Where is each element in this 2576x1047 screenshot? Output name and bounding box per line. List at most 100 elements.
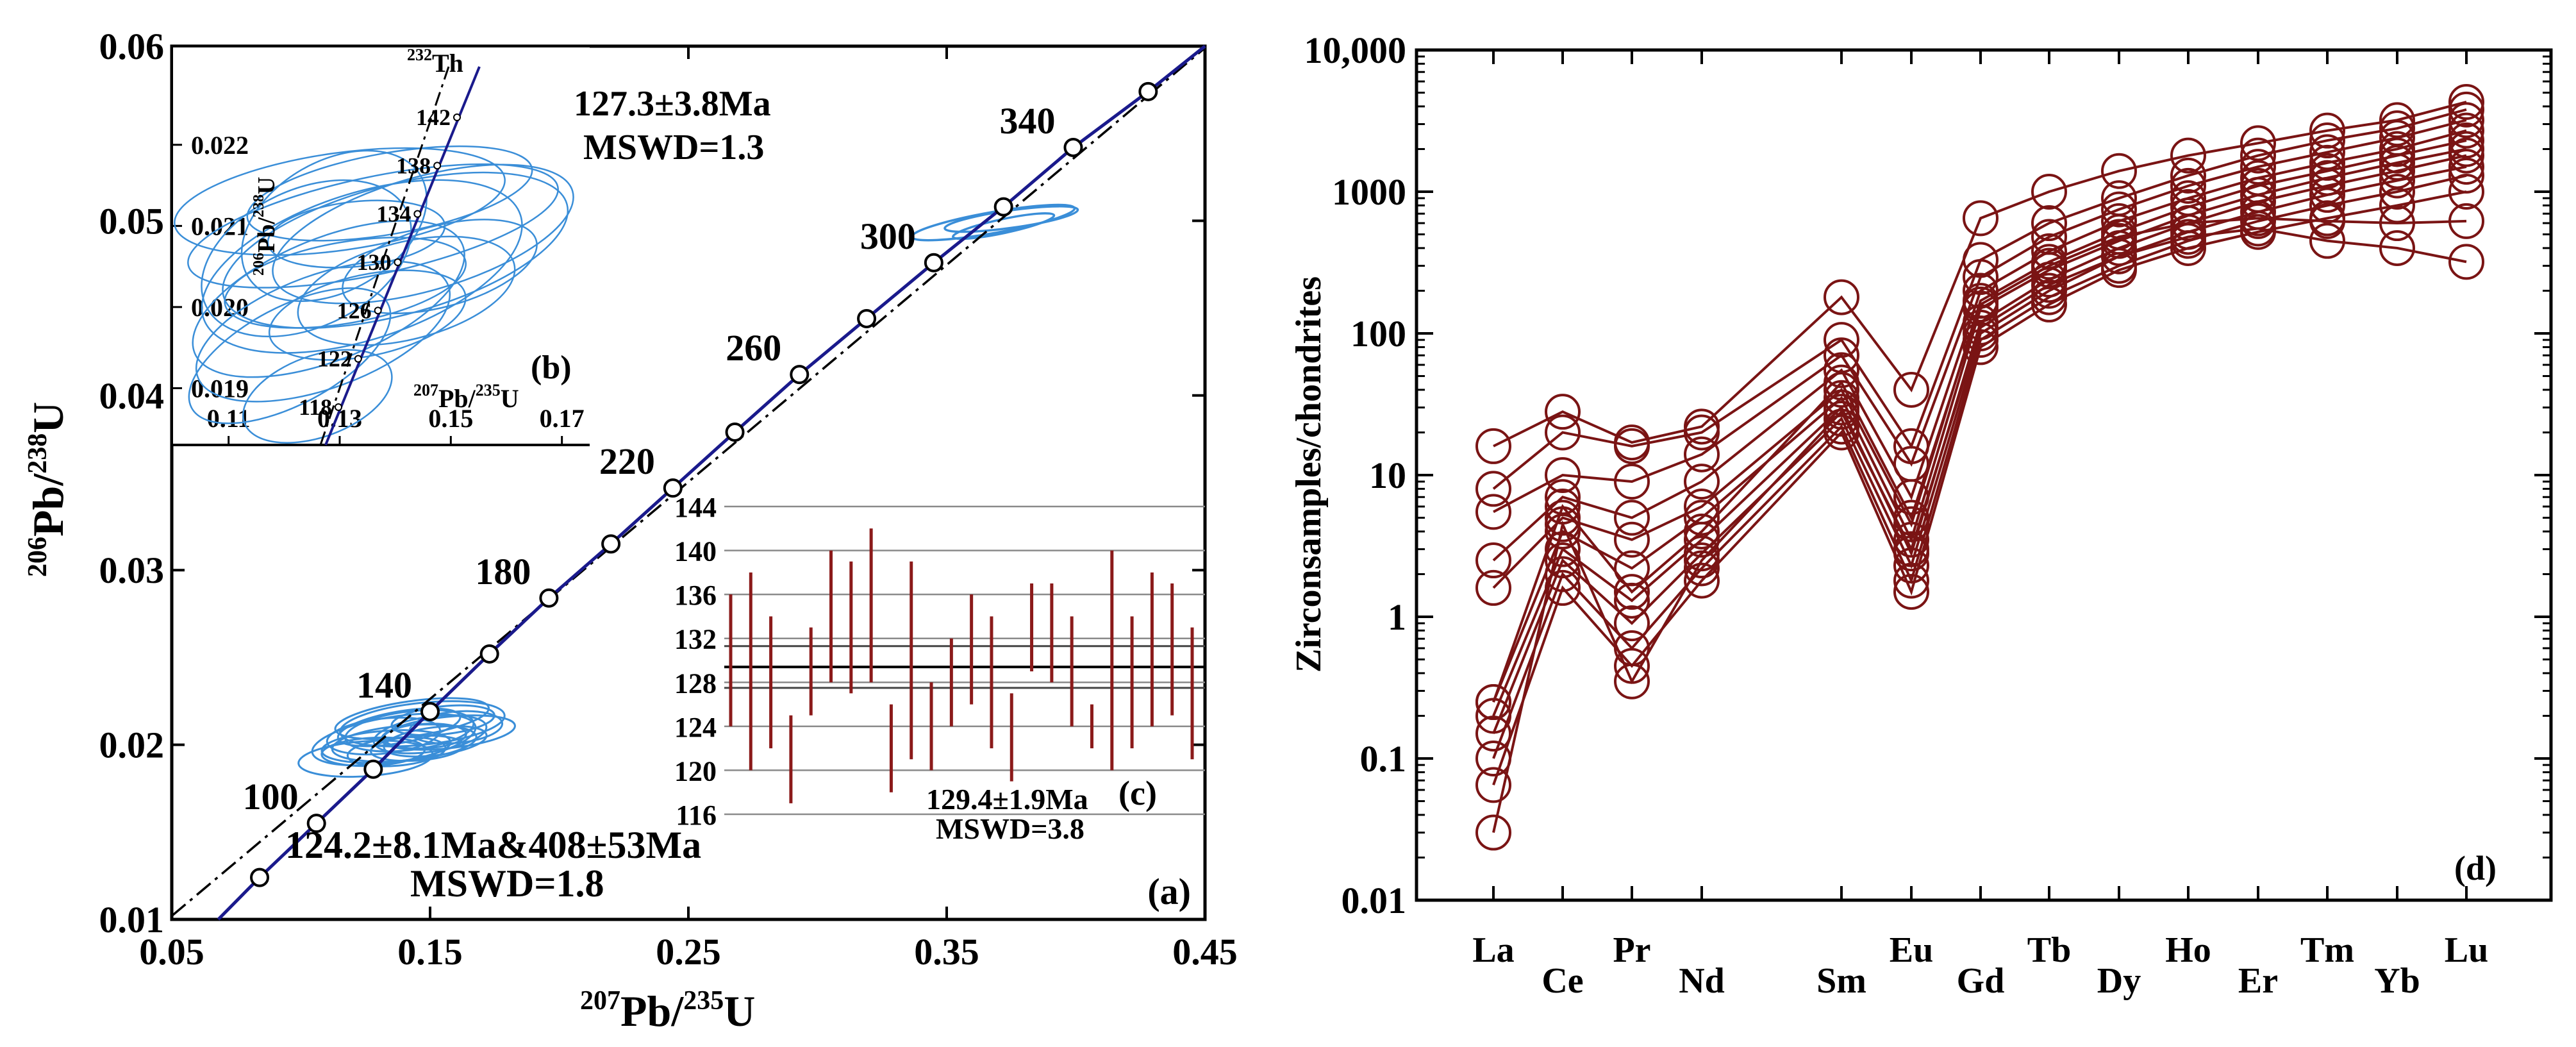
panel-b-error-ellipse (224, 237, 467, 329)
panel-d-series-line (1475, 174, 2484, 803)
panel-d-y-tick-label: 10,000 (1304, 29, 1407, 71)
panel-b-error-ellipse (201, 179, 412, 338)
panel-d-data-point (2309, 222, 2345, 259)
panel-d-data-point (2379, 174, 2415, 210)
panel-a-age-annotation: 124.2±8.1Ma&408±53Ma (285, 824, 701, 866)
panel-d-x-tick-label: Tm (2300, 930, 2354, 970)
panel-c-gridlines (724, 505, 1205, 816)
panel-d-series-line (1475, 84, 2484, 464)
panel-b-error-ellipse (272, 163, 574, 305)
panel-b-y-tick-label: 0.020 (191, 293, 249, 322)
panel-a-age-label: 180 (475, 551, 531, 592)
panel-c-label: (c) (1118, 774, 1157, 812)
panel-a-age-label: 340 (999, 100, 1055, 142)
panel-c-y-tick-label: 124 (674, 712, 717, 743)
panel-d-data-point (1893, 371, 1929, 408)
panel-c-error-bars (729, 528, 1194, 803)
panel-d-data-point (2170, 205, 2206, 242)
panel-b-y-tick-label: 0.022 (191, 131, 249, 160)
panel-d-data-point (2309, 176, 2345, 213)
panel-a-concordia-point (1138, 81, 1158, 101)
panel-d-series (1475, 84, 2484, 851)
panel-a-x-tick-label: 0.35 (914, 931, 979, 973)
panel-a-y-tick-label: 0.06 (99, 26, 165, 67)
panel-d-data-point (1614, 464, 1650, 500)
panel-d-data-point (2448, 174, 2484, 210)
panel-a-concordia-point (363, 759, 383, 779)
panel-a-x-tick-label: 0.05 (139, 931, 204, 973)
panel-d-data-point (2379, 205, 2415, 242)
panel-d-data-point (1963, 309, 1998, 346)
panel-b-age-label: 126 (337, 297, 372, 323)
panel-d-data-point (1614, 428, 1650, 464)
panel-d-data-point (1824, 364, 1859, 401)
panel-d-x-tick-label: Lu (2445, 930, 2489, 970)
panel-b-age-label: 134 (376, 201, 411, 227)
panel-d-data-point (1684, 513, 1720, 549)
panel-b-age-point (394, 258, 402, 266)
panel-d-data-point (2031, 267, 2067, 303)
panel-b-x-tick-label: 0.17 (540, 404, 585, 433)
panel-d-data-point (2101, 219, 2137, 255)
panel-d-series-line (1475, 102, 2484, 530)
panel-d-data-point (2031, 174, 2067, 210)
panel-d-data-point (2170, 157, 2206, 194)
panel-d-data-point (1614, 663, 1650, 699)
panel-b-error-ellipse (242, 349, 393, 444)
panel-b-age-point (354, 355, 362, 363)
panel-a-y-tick-label: 0.05 (99, 200, 165, 242)
panel-b-age-label: 130 (357, 249, 392, 275)
panel-d-series-path (1492, 165, 2467, 734)
panel-d-data-point (1475, 471, 1511, 507)
panel-a-concordia-point (993, 197, 1013, 217)
panel-b-error-ellipse (188, 287, 392, 424)
panel-a-error-ellipse (334, 697, 490, 741)
panel-d-ree-pattern: 0.01 0.1 1 10 100 1000 10,000 La Ce Pr Nd Sm Eu Gd Tb… (1289, 29, 2553, 1001)
panel-a-error-ellipse (910, 203, 1076, 242)
panel-d-series-line (1475, 200, 2484, 721)
panel-d-x-tick-label: Yb (2374, 961, 2420, 1001)
panel-c-y-tick-label: 116 (676, 800, 717, 831)
panel-d-data-point (1893, 562, 1929, 599)
panel-a-x-tick-labels: 0.05 0.15 0.25 0.35 0.45 (139, 931, 1238, 973)
panel-d-data-point (2448, 84, 2484, 121)
panel-d-y-tick-labels: 0.01 0.1 1 10 100 1000 10,000 (1304, 29, 1407, 921)
panel-b-x-tick-labels: 0.11 0.13 0.15 0.17 (207, 404, 585, 433)
panel-d-y-tick-label: 0.01 (1342, 880, 1407, 921)
panel-a-y-axis-title: 206Pb/238U (23, 402, 72, 577)
panel-d-data-point (2101, 191, 2137, 228)
panel-b-y-tick-label: 0.019 (191, 374, 249, 403)
panel-d-series-path (1492, 147, 2467, 703)
panel-b-x-axis-title: 207Pb/235U (413, 381, 519, 413)
panel-d-data-point (1963, 286, 1998, 322)
panel-d-data-point (1545, 394, 1581, 430)
panel-b-error-ellipse (174, 147, 506, 256)
panel-d-y-tick-label: 0.1 (1360, 738, 1407, 780)
panel-d-series-path (1493, 101, 2467, 448)
panel-b-age-labels: 118 122 126 130 134 138 142 (299, 105, 451, 420)
panel-d-y-tick-label: 10 (1369, 455, 1406, 496)
panel-b-age-label: 122 (317, 346, 352, 372)
panel-d-data-point (2448, 149, 2484, 185)
panel-d-series-path (1492, 227, 2467, 833)
panel-d-series-path (1492, 108, 2467, 490)
panel-d-series-line (1475, 210, 2484, 851)
panel-d-y-axis-title: Zirconsamples/chondrites (1289, 276, 1329, 673)
panel-d-data-point (2101, 153, 2137, 189)
panel-d-data-point (2448, 137, 2484, 174)
panel-d-data-point (1893, 574, 1929, 610)
panel-b-y-tick-labels: 0.019 0.020 0.021 0.022 (191, 131, 249, 403)
panel-a-concordia-point (924, 253, 943, 272)
panel-a-concordia-point (601, 534, 621, 554)
panel-a-concordia-points (250, 81, 1158, 887)
panel-d-x-tick-label: Tb (2027, 930, 2072, 970)
panel-a-label: (a) (1147, 871, 1191, 912)
panel-a-age-label: 220 (599, 440, 655, 482)
panel-a-concordia-point (790, 365, 810, 385)
panel-b-age-point (335, 403, 342, 411)
panel-d-series-path (1493, 119, 2467, 514)
panel-d-data-point (1475, 569, 1511, 606)
panel-d-data-point (1614, 574, 1650, 610)
panel-d-data-point (2379, 230, 2415, 266)
panel-d-data-point (2170, 230, 2206, 266)
